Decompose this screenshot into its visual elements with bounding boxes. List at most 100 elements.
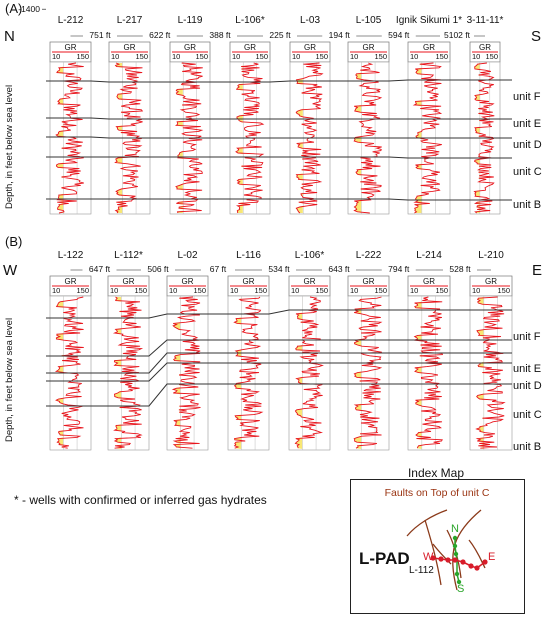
gr-scale-max: 150 [254,286,267,295]
unit-top-correlation-line [46,362,512,382]
well-dot [452,557,458,563]
well-spacing-label: 794 ft [388,264,410,274]
fault-line [424,519,442,586]
well-name: L-116 [236,250,261,261]
gr-scale-max: 150 [485,52,498,61]
spacing-label-bg [262,263,296,274]
sand-fill [236,63,243,213]
unit-top-correlation-line [46,79,512,83]
fault-line [432,543,452,565]
gr-curve-label: GR [243,277,255,286]
well-spacing-label: 388 ft [209,30,231,40]
unit-label: unit E [513,118,541,130]
gr-log-curve [413,296,444,449]
well-name: 3-11-11* [467,15,504,26]
spacing-label-bg [440,29,474,40]
fault-line [468,539,486,569]
index-map-subtitle: Faults on Top of unit C [385,487,490,499]
gr-curve-label: GR [479,43,491,52]
well-dot [460,559,466,565]
spacing-label-bg [83,29,117,40]
unit-top-correlation-line [46,339,512,357]
well-dot [452,543,458,549]
well-dot [445,557,451,563]
gas-hydrate-footnote: * - wells with confirmed or inferred gas… [14,493,267,507]
well-dot [438,556,444,562]
unit-label: unit F [513,331,541,343]
gr-scale-max: 150 [195,52,208,61]
sand-fill [173,297,181,449]
gr-log-curve [171,296,201,449]
well-name: L-212 [58,15,84,26]
sand-fill [56,63,64,213]
unit-top-correlation-line [46,117,512,120]
index-map-title: Index Map [407,466,465,480]
unit-label: unit C [513,409,542,421]
spacing-label-bg [142,29,177,40]
spacing-label-bg [322,263,356,274]
well-spacing-label: 67 ft [210,264,227,274]
spacing-label-bg [201,263,235,274]
gr-scale-max: 150 [435,52,448,61]
panel-b: (B) W E Depth, in feet below sea level L… [3,4,542,453]
spacing-label-bg [322,29,357,40]
pad-label: L-PAD [359,549,410,568]
gr-curve-label: GR [65,43,77,52]
well-dot [453,551,459,557]
sand-fill [476,297,484,449]
well-spacing-label: 5102 ft [444,30,471,40]
well-label-l112: L-112 [409,565,434,576]
gr-curve-label: GR [123,277,135,286]
spacing-label-bg [381,29,416,40]
well-spacing-label: 506 ft [147,264,169,274]
well-name: L-03 [300,15,320,26]
gr-scale-min: 10 [410,286,418,295]
gr-curve-label: GR [423,277,435,286]
gr-scale-max: 150 [76,286,89,295]
panel-a-label: (A) [5,1,22,16]
gr-scale-min: 10 [110,286,118,295]
fault-line [452,509,482,591]
well-dot [468,563,474,569]
gr-curve-label: GR [304,43,316,52]
unit-label: unit E [513,363,541,375]
gr-curve-label: GR [363,43,375,52]
sand-fill [295,297,303,449]
unit-label: unit C [513,166,542,178]
direction-north: N [4,28,15,45]
well-dot [474,565,480,571]
gr-scale-max: 150 [315,286,328,295]
well-dot [482,559,488,565]
gr-scale-max: 150 [134,286,147,295]
gr-scale-min: 10 [230,286,238,295]
sand-fill [56,297,64,449]
y-tick-label: -1400 [18,4,40,14]
gr-curve-label: GR [304,277,316,286]
gr-scale-min: 10 [472,52,480,61]
well-dot [430,555,436,561]
unit-top-correlation-line [46,136,512,139]
well-spacing-label: 194 ft [329,30,351,40]
sand-fill [176,63,183,213]
well-spacing-label: 647 ft [89,264,111,274]
gr-curve-label: GR [65,277,77,286]
gr-scale-max: 150 [374,286,387,295]
gr-curve-label: GR [182,277,194,286]
gr-scale-min: 10 [172,52,180,61]
gr-log-curve [233,296,264,449]
sand-fill [296,63,303,213]
gr-scale-min: 10 [52,52,60,61]
direction-east: E [532,262,542,279]
gr-log-curve [55,62,84,214]
index-map-drawing: Faults on Top of unit C N S W E L-PAD L-… [359,487,495,595]
gr-curve-label: GR [184,43,196,52]
gr-scale-min: 10 [410,52,418,61]
gr-scale-min: 10 [292,52,300,61]
log-track [407,295,451,451]
unit-label: unit D [513,380,542,392]
well-dot [456,579,462,585]
marker-east: E [488,551,495,563]
direction-south: S [531,28,541,45]
well-spacing-label: 751 ft [89,30,111,40]
well-name: L-214 [416,250,442,261]
